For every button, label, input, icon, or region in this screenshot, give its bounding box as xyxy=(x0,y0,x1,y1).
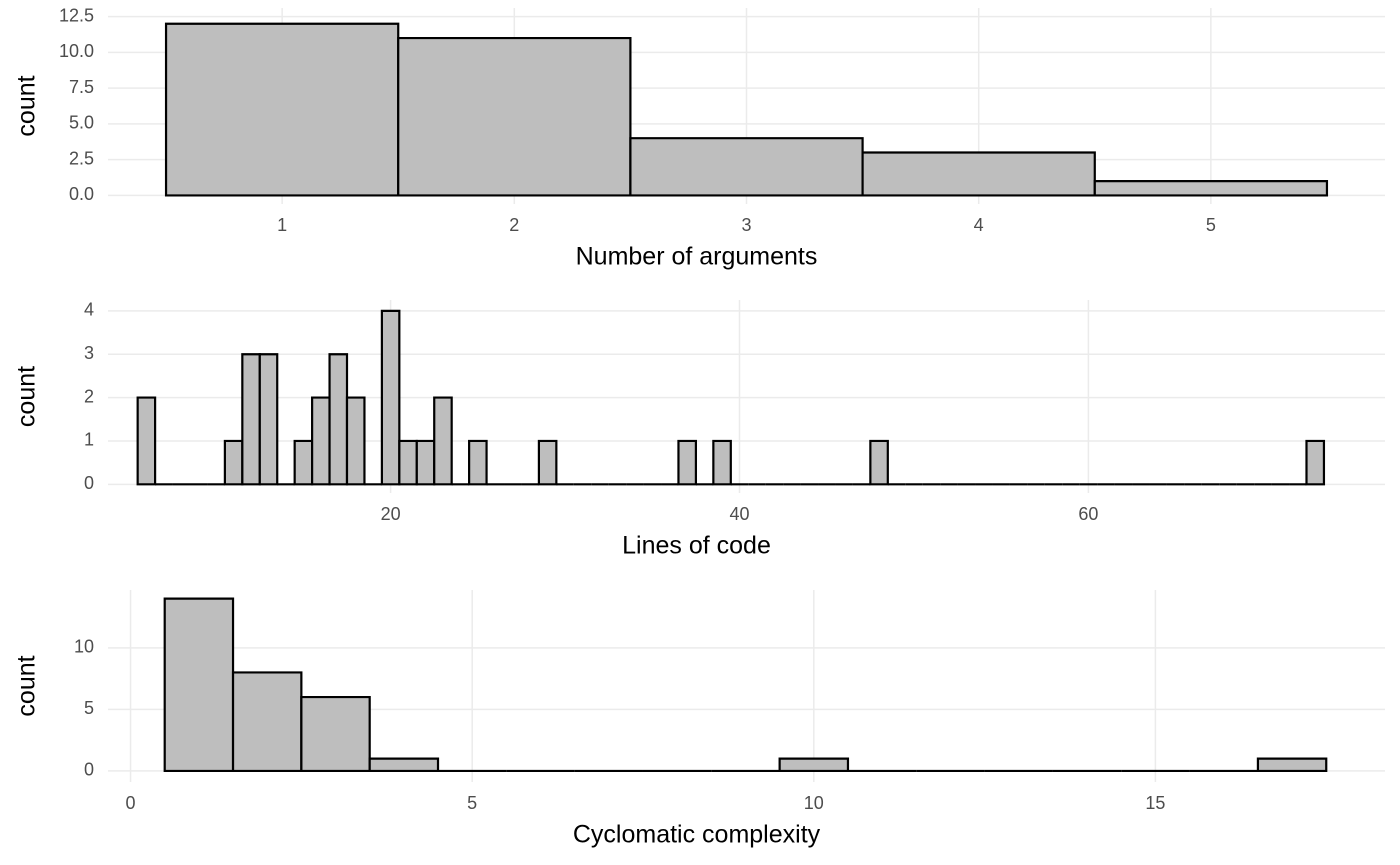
histogram-bar xyxy=(869,439,889,486)
histogram-bar xyxy=(712,439,732,486)
histogram-bar xyxy=(368,757,440,773)
x-tick-label: 15 xyxy=(1145,793,1165,813)
histogram-bar xyxy=(258,353,279,486)
histogram-bar xyxy=(136,396,157,486)
y-tick-label: 7.5 xyxy=(69,77,94,97)
y-tick-label: 1 xyxy=(84,430,94,450)
histogram-bar xyxy=(677,439,698,486)
y-tick-label: 5.0 xyxy=(69,113,94,133)
x-tick-label: 3 xyxy=(741,215,751,235)
histogram-bar xyxy=(223,439,244,486)
x-tick-label: 4 xyxy=(974,215,984,235)
y-tick-label: 12.5 xyxy=(59,5,94,25)
histogram-bar xyxy=(164,22,400,197)
histogram-bar xyxy=(398,439,418,486)
histogram-bar xyxy=(231,671,303,773)
y-tick-label: 0 xyxy=(84,473,94,493)
x-tick-label: 20 xyxy=(381,504,401,524)
y-axis-title: count xyxy=(13,75,41,136)
histogram-bar xyxy=(1093,180,1329,197)
histogram-bar xyxy=(1305,439,1326,486)
histogram-bar xyxy=(861,151,1096,197)
y-tick-label: 2 xyxy=(84,386,94,406)
x-tick-label: 5 xyxy=(467,793,477,813)
histogram-bar xyxy=(537,439,558,486)
x-tick-label: 10 xyxy=(804,793,824,813)
histogram-bar xyxy=(345,396,366,486)
x-tick-label: 0 xyxy=(126,793,136,813)
histogram-bar xyxy=(380,309,401,486)
histogram-bar xyxy=(311,396,331,486)
histogram-bar xyxy=(468,439,488,486)
histogram-bar xyxy=(328,353,349,486)
histogram-bar xyxy=(397,36,632,197)
y-tick-label: 0.0 xyxy=(69,184,94,204)
y-tick-label: 5 xyxy=(84,698,94,718)
histogram-bar xyxy=(163,597,235,773)
y-tick-label: 2.5 xyxy=(69,148,94,168)
y-tick-label: 10.0 xyxy=(59,41,94,61)
histogram-bar xyxy=(778,757,850,773)
y-axis-title: count xyxy=(13,655,41,716)
histogram-bar xyxy=(433,396,453,486)
y-tick-label: 0 xyxy=(84,760,94,780)
x-axis-title: Cyclomatic complexity xyxy=(573,821,821,849)
x-tick-label: 2 xyxy=(509,215,519,235)
x-tick-label: 1 xyxy=(277,215,287,235)
histogram-bar xyxy=(629,137,864,197)
x-tick-label: 40 xyxy=(730,504,750,524)
y-tick-label: 4 xyxy=(84,300,94,320)
x-axis-title: Lines of code xyxy=(622,532,771,560)
histogram-bar xyxy=(300,695,371,773)
x-tick-label: 60 xyxy=(1078,504,1098,524)
histogram-bar xyxy=(415,439,436,486)
x-tick-label: 5 xyxy=(1206,215,1216,235)
histogram-bar xyxy=(293,439,314,486)
histogram-bar xyxy=(1256,757,1328,773)
histogram-bar xyxy=(241,353,261,486)
y-tick-label: 10 xyxy=(74,637,94,657)
y-axis-title: count xyxy=(13,366,41,427)
y-tick-label: 3 xyxy=(84,343,94,363)
x-axis-title: Number of arguments xyxy=(576,243,818,271)
